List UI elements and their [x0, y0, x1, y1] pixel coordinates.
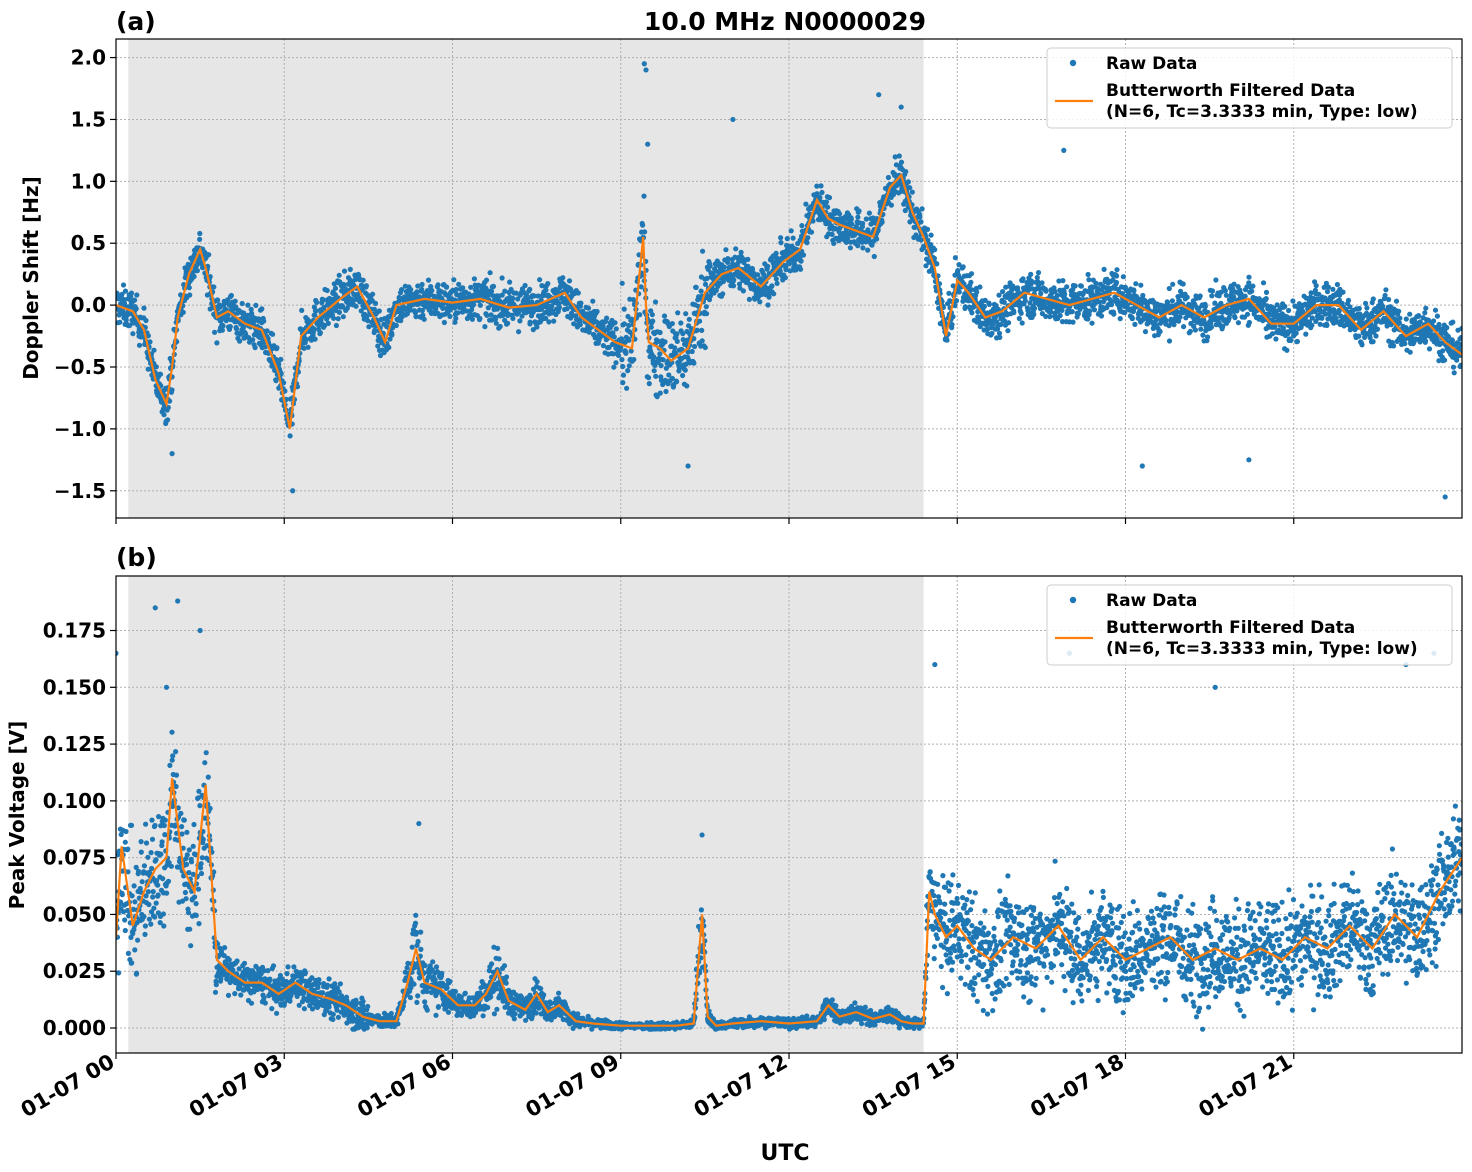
x-tick-label: 01-07 06	[353, 1050, 455, 1123]
x-tick-label: 01-07 00	[17, 1050, 119, 1123]
legend-frame	[1046, 47, 1453, 129]
y-tick-label: 1.0	[71, 169, 106, 193]
panel-a-legend: Raw Data Butterworth Filtered Data(N=6, T…	[1046, 47, 1453, 129]
y-tick-label: 0.075	[43, 846, 106, 870]
raw-data-point	[290, 488, 296, 494]
raw-data-point	[116, 650, 119, 656]
x-tick-label: 01-07 18	[1026, 1050, 1128, 1123]
panel-b-filtered-line	[116, 778, 1462, 1027]
panel-a-doppler-shift: (a) Doppler Shift [Hz] −1.5 −1.0 −0.5 0.0 0.…	[19, 7, 1463, 524]
raw-data-point	[730, 116, 736, 123]
x-axis-ticks: 01-07 00 01-07 03 01-07 06 01-07 09 01-07 12…	[17, 1050, 1297, 1123]
x-tick-label: 01-07 21	[1194, 1050, 1296, 1123]
panel-b-peak-voltage: (b) Peak Voltage [V] 0.000 0.025 0.050 0.07…	[5, 543, 1463, 1059]
raw-data-point	[416, 820, 422, 827]
raw-data-point	[152, 605, 158, 611]
x-tick-label: 01-07 12	[690, 1050, 792, 1123]
raw-data-point	[876, 92, 882, 98]
x-axis-label: UTC	[760, 1141, 809, 1166]
panel-b-y-axis-label: Peak Voltage [V]	[5, 721, 29, 910]
panel-a-filtered-line	[116, 172, 1462, 430]
panel-a-y-axis-label: Doppler Shift [Hz]	[19, 176, 43, 380]
y-tick-label: 0.175	[43, 619, 106, 643]
x-tick-label: 01-07 15	[858, 1050, 960, 1123]
x-tick-label: 01-07 03	[185, 1050, 287, 1123]
legend-raw-label: Raw Data	[1106, 54, 1197, 74]
y-tick-label: −0.5	[54, 355, 106, 379]
legend-raw-label: Raw Data	[1106, 591, 1197, 611]
x-tick-label: 01-07 09	[521, 1050, 623, 1123]
y-tick-label: 0.0	[71, 293, 106, 317]
raw-data-point	[932, 661, 938, 668]
y-tick-label: 0.050	[43, 902, 106, 926]
y-tick-label: 0.125	[43, 732, 106, 756]
raw-data-point	[169, 451, 175, 457]
panel-b-axes-frame	[115, 575, 1463, 1054]
legend-raw-marker	[1069, 59, 1077, 67]
legend-filtered-label: Butterworth Filtered Data	[1106, 618, 1355, 638]
raw-data-point	[1212, 684, 1218, 690]
raw-data-point	[685, 463, 691, 469]
raw-data-point	[175, 598, 181, 604]
y-tick-label: 2.0	[71, 46, 106, 70]
raw-data-point	[1139, 463, 1145, 469]
figure-title: 10.0 MHz N0000029	[644, 7, 926, 36]
raw-data-point	[699, 832, 705, 838]
panel-a-plot-area	[116, 61, 1462, 500]
raw-data-point	[898, 104, 904, 110]
y-tick-label: 0.150	[43, 675, 106, 699]
panel-b-plot-area	[116, 598, 1462, 1032]
y-tick-label: 0.100	[43, 789, 106, 813]
y-tick-label: −1.5	[54, 479, 106, 503]
panel-b-label: (b)	[116, 543, 157, 572]
y-tick-label: 0.000	[43, 1016, 106, 1040]
legend-frame	[1046, 584, 1453, 666]
raw-data-point	[1246, 457, 1252, 463]
legend-filtered-label: Butterworth Filtered Data	[1106, 81, 1355, 101]
panel-a-axes-frame	[115, 38, 1463, 519]
raw-data-point	[163, 684, 170, 690]
y-tick-label: 0.5	[71, 231, 106, 255]
legend-filtered-params: (N=6, Tc=3.3333 min, Type: low)	[1106, 639, 1418, 659]
y-tick-label: 1.5	[71, 107, 106, 131]
legend-filtered-params: (N=6, Tc=3.3333 min, Type: low)	[1106, 102, 1418, 122]
panel-a-label: (a)	[116, 7, 156, 36]
raw-data-point	[641, 61, 647, 67]
panel-b-legend: Raw Data Butterworth Filtered Data(N=6, T…	[1046, 584, 1453, 666]
raw-data-point	[197, 627, 203, 634]
y-tick-label: 0.025	[43, 959, 106, 983]
panel-a-shaded-region	[128, 39, 924, 518]
raw-data-point	[645, 141, 651, 147]
y-tick-label: −1.0	[54, 417, 106, 441]
raw-data-point	[1442, 494, 1448, 500]
raw-data-point	[643, 67, 649, 73]
raw-data-point	[1061, 147, 1067, 153]
legend-raw-marker	[1069, 596, 1077, 604]
